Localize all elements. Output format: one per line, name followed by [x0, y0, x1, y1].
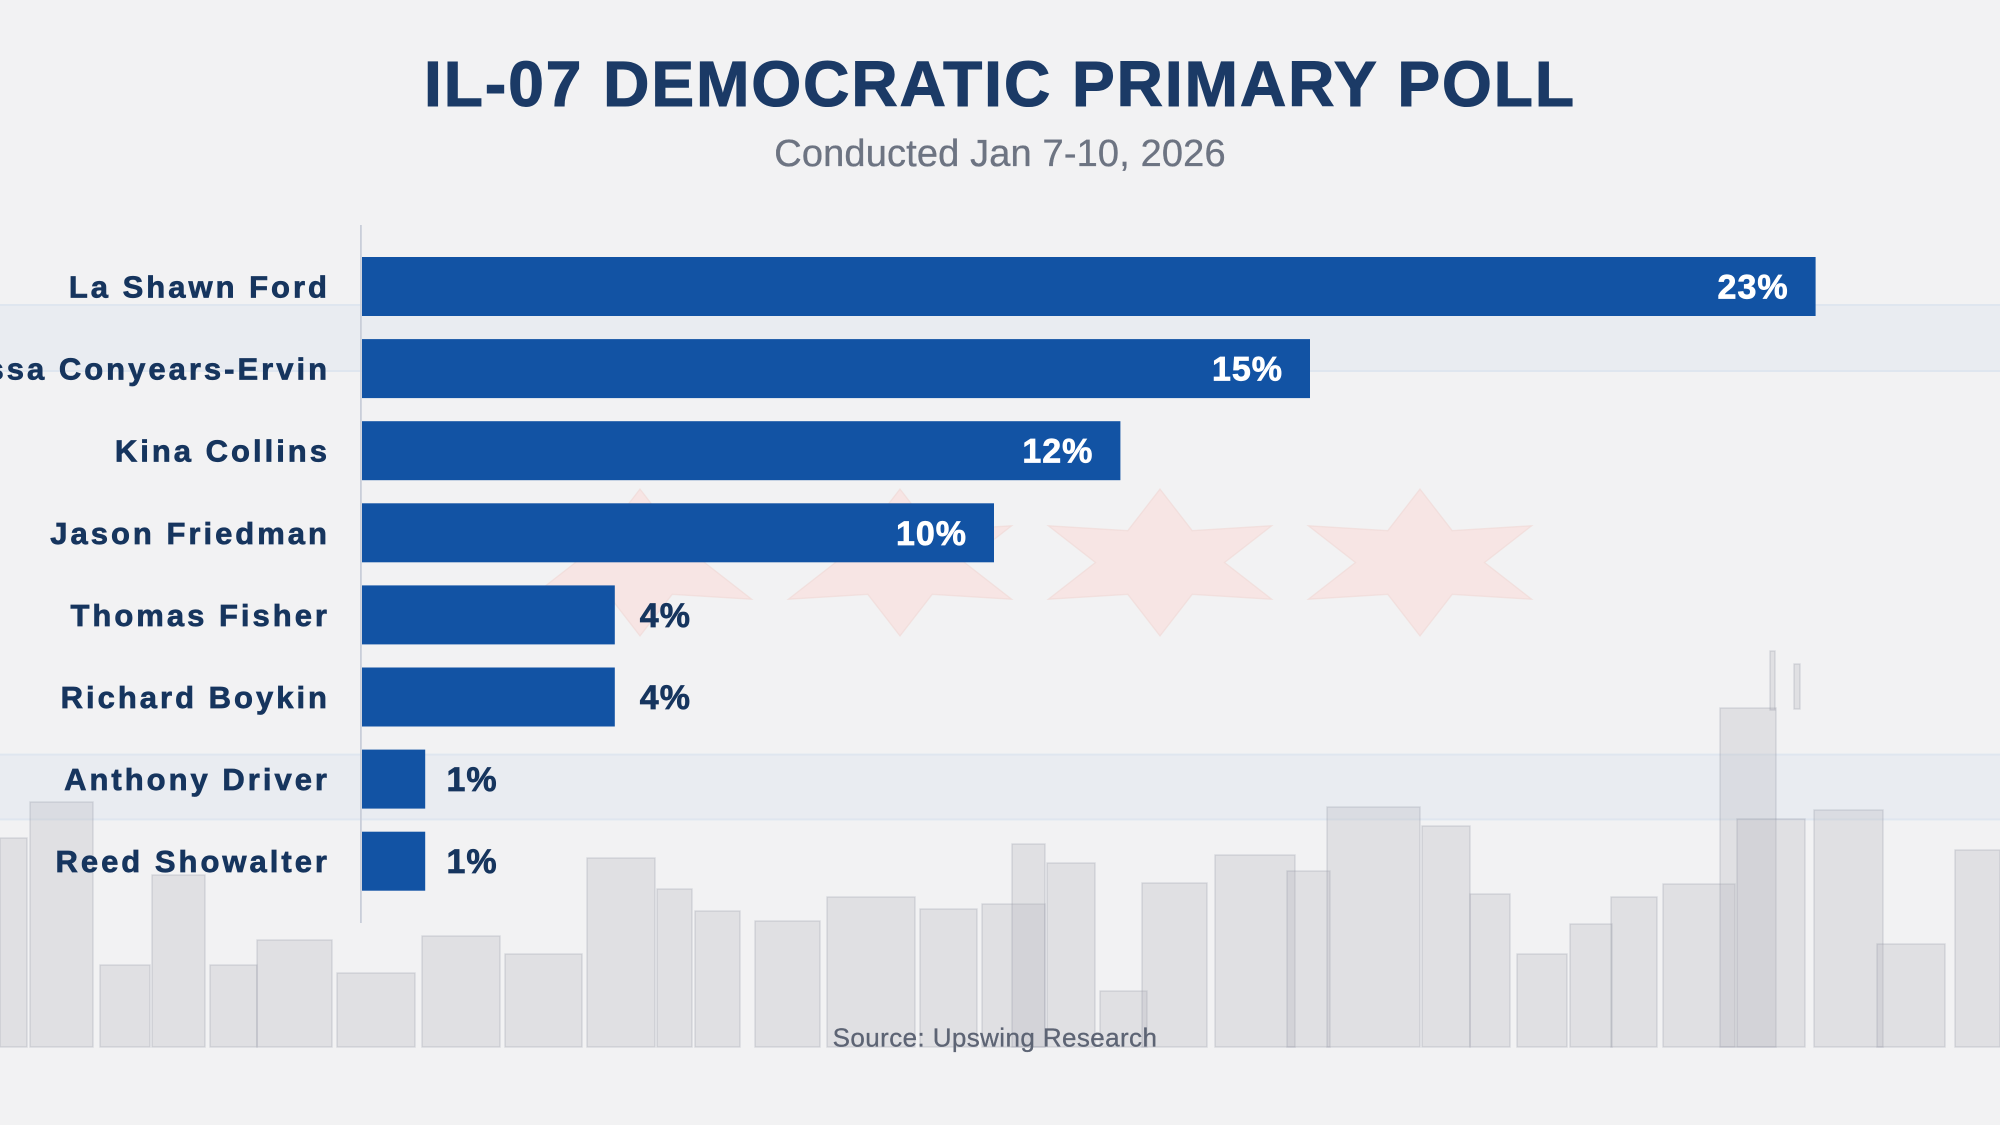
svg-text:Richard Boykin: Richard Boykin	[61, 680, 330, 715]
svg-text:Reed Showalter: Reed Showalter	[55, 844, 330, 879]
svg-text:10%: 10%	[896, 515, 967, 553]
svg-text:4%: 4%	[640, 597, 691, 635]
svg-text:Kina Collins: Kina Collins	[115, 434, 330, 469]
svg-text:Conducted Jan 7-10, 2026: Conducted Jan 7-10, 2026	[774, 133, 1226, 175]
svg-text:1%: 1%	[447, 843, 498, 881]
svg-text:4%: 4%	[640, 679, 691, 717]
svg-text:Thomas Fisher: Thomas Fisher	[71, 598, 331, 633]
svg-text:Source: Upswing Research: Source: Upswing Research	[833, 1023, 1158, 1053]
svg-text:Melissa Conyears-Ervin: Melissa Conyears-Ervin	[0, 352, 330, 387]
svg-text:1%: 1%	[447, 761, 498, 799]
svg-text:La Shawn Ford: La Shawn Ford	[69, 270, 330, 305]
svg-text:15%: 15%	[1212, 351, 1283, 389]
svg-text:23%: 23%	[1718, 269, 1789, 307]
svg-text:12%: 12%	[1022, 433, 1093, 471]
svg-text:IL-07 DEMOCRATIC PRIMARY POLL: IL-07 DEMOCRATIC PRIMARY POLL	[424, 48, 1576, 120]
svg-text:Anthony Driver: Anthony Driver	[64, 762, 330, 797]
svg-text:Jason Friedman: Jason Friedman	[50, 516, 330, 551]
